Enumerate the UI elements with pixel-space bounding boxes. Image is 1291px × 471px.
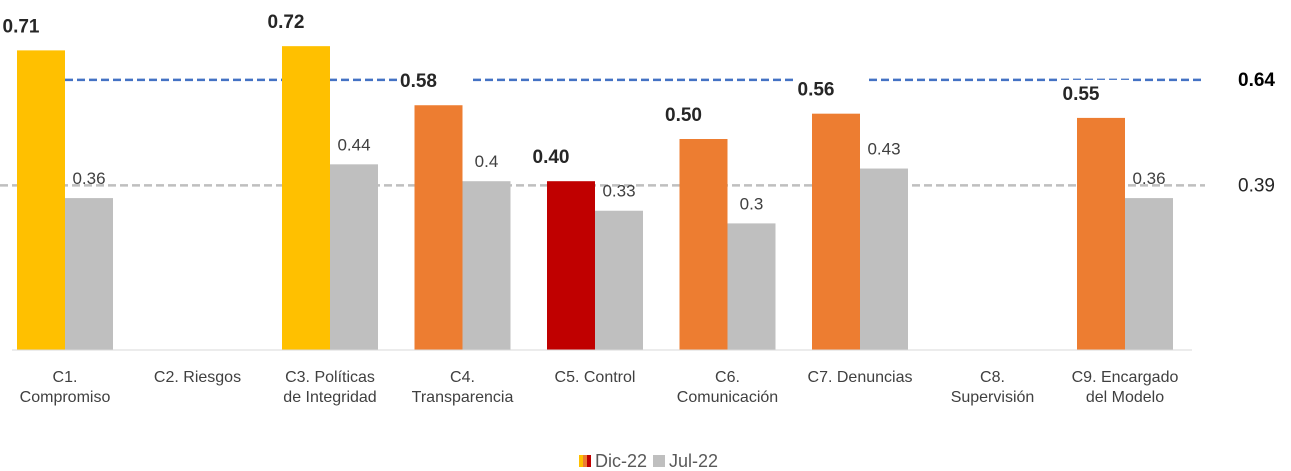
legend-label: Jul-22 [669, 451, 718, 471]
label-bg [663, 101, 736, 127]
legend-label: Dic-22 [595, 451, 647, 471]
bar [727, 223, 776, 350]
x-tick-label: C3. Políticas de Integridad [283, 369, 377, 406]
data-label: 0.44 [337, 135, 370, 154]
label-bg [1061, 79, 1133, 106]
data-label: 0.72 [268, 12, 305, 33]
label-bg [531, 143, 603, 170]
x-tick-label: C4. Transparencia [411, 369, 514, 406]
x-tick-label: C7. Denuncias [807, 369, 913, 386]
x-tick-label: C1. Compromiso [19, 369, 111, 406]
data-label: 0.43 [867, 140, 900, 159]
legend-swatch [587, 455, 591, 467]
data-label: 0.71 [3, 16, 40, 37]
label-bg [796, 75, 868, 102]
x-tick-label: C9. Encargado del Modelo [1071, 369, 1179, 406]
data-label: 0.36 [1132, 169, 1165, 188]
data-label: 0.55 [1063, 84, 1100, 105]
bar [547, 181, 595, 350]
bar [860, 168, 908, 350]
data-label: 0.4 [475, 152, 499, 171]
bar [812, 113, 860, 351]
reference-label: 0.64 [1238, 70, 1275, 91]
label-bg [398, 67, 471, 94]
legend-swatch [579, 455, 583, 467]
reference-label: 0.39 [1238, 175, 1275, 196]
bar [595, 210, 643, 350]
label-bg [266, 8, 338, 35]
label-bg [1, 12, 73, 39]
x-tick-label: C6. Comunicación [676, 369, 779, 406]
data-label: 0.50 [665, 105, 702, 126]
legend-swatch [653, 455, 665, 467]
bar [282, 46, 330, 350]
bar [462, 181, 511, 350]
bar [330, 164, 378, 350]
data-label: 0.36 [72, 169, 105, 188]
x-tick-label: C2. Riesgos [153, 369, 242, 386]
data-label: 0.58 [400, 71, 437, 92]
bar [65, 198, 113, 350]
x-tick-label: C8. Supervisión [950, 369, 1035, 406]
x-tick-label: C5. Control [554, 369, 636, 386]
data-label: 0.56 [798, 80, 835, 101]
data-label: 0.40 [533, 147, 570, 168]
legend-swatch [583, 455, 587, 467]
data-label: 0.3 [740, 194, 764, 213]
data-label: 0.33 [602, 182, 635, 201]
bar [1125, 198, 1173, 350]
bar [679, 139, 728, 350]
bar [17, 50, 65, 350]
bar [414, 105, 463, 351]
bar [1077, 117, 1125, 351]
